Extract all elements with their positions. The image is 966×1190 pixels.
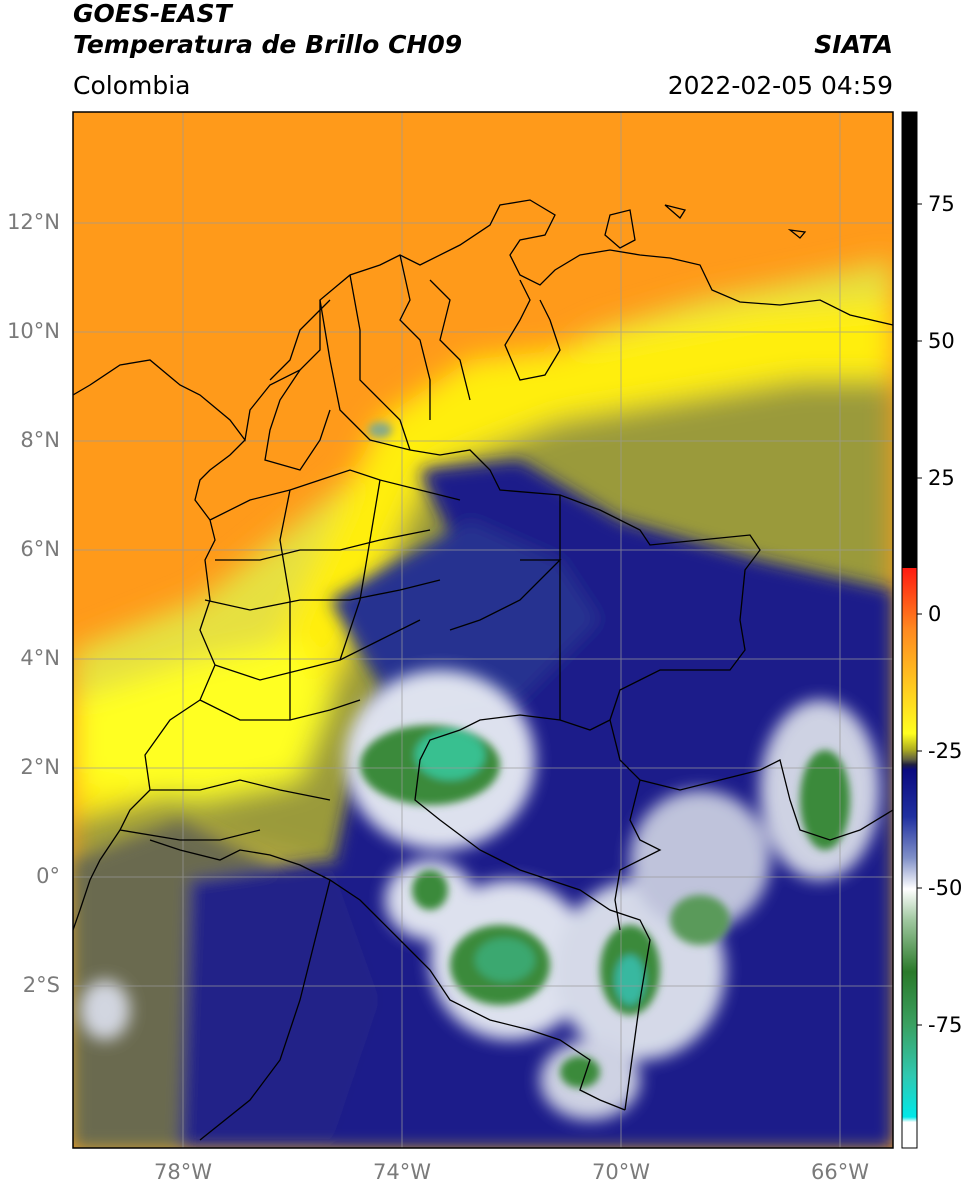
map-frame <box>72 111 894 1149</box>
satellite-title: GOES-EAST <box>73 0 232 28</box>
lat-tick-8n: 8°N <box>20 428 60 452</box>
product-title: Temperatura de Brillo CH09 <box>73 30 463 59</box>
agency-label: SIATA <box>814 30 893 59</box>
colorbar-label-minus25: -25 <box>928 739 963 763</box>
colorbar-label-minus75: -75 <box>928 1013 963 1037</box>
lon-tick-78w: 78°W <box>154 1160 212 1184</box>
satellite-image <box>73 112 893 1148</box>
lat-tick-6n: 6°N <box>20 537 60 561</box>
colorbar-label-75: 75 <box>928 192 955 216</box>
graticule <box>73 112 893 1148</box>
colorbar-label-0: 0 <box>928 602 942 626</box>
colorbar-label-minus50: -50 <box>928 876 963 900</box>
lat-tick-2s: 2°S <box>22 973 60 997</box>
colorbar <box>901 111 918 1149</box>
lat-tick-10n: 10°N <box>7 319 60 343</box>
borders <box>73 199 893 1141</box>
lat-tick-4n: 4°N <box>20 646 60 670</box>
lon-tick-70w: 70°W <box>592 1160 650 1184</box>
lon-tick-74w: 74°W <box>373 1160 431 1184</box>
timestamp-label: 2022-02-05 04:59 <box>667 71 893 100</box>
region-label: Colombia <box>73 71 191 100</box>
lat-tick-0: 0° <box>36 864 60 888</box>
colorbar-ticks <box>917 203 922 1026</box>
lat-tick-12n: 12°N <box>7 210 60 234</box>
lon-tick-66w: 66°W <box>811 1160 869 1184</box>
colorbar-label-25: 25 <box>928 466 955 490</box>
colorbar-label-50: 50 <box>928 329 955 353</box>
lat-tick-2n: 2°N <box>20 755 60 779</box>
